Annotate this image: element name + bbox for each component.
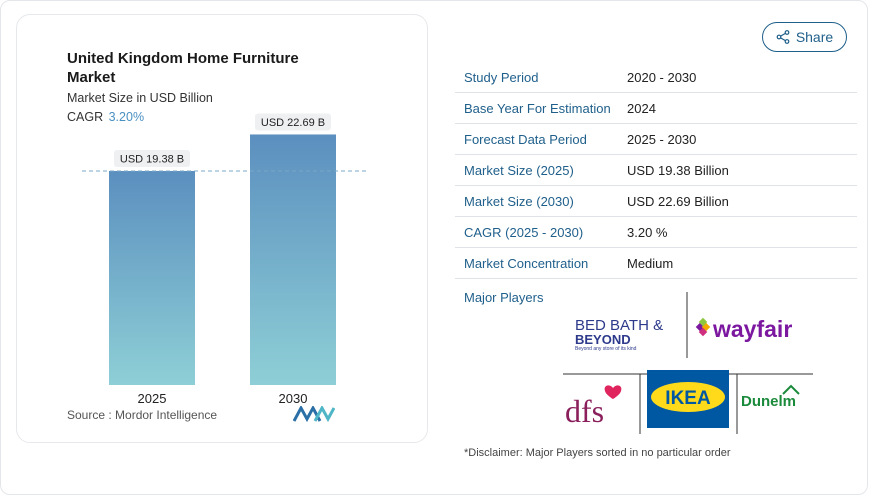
info-value: 2024 <box>627 100 656 116</box>
info-value: Medium <box>627 255 674 271</box>
major-players-label: Major Players <box>464 290 544 305</box>
bed-bath-beyond-logo: BED BATH & BEYOND Beyond any store of it… <box>575 317 663 352</box>
dfs-text: dfs <box>565 393 604 429</box>
chart-subtitle: Market Size in USD Billion <box>67 91 213 105</box>
bar-2025 <box>109 171 195 385</box>
ikea-logo: IKEA <box>647 370 729 428</box>
info-value: 2025 - 2030 <box>627 131 697 147</box>
info-row-market-size-2025: Market Size (2025) USD 19.38 Billion <box>455 155 857 186</box>
bbb-line1: BED BATH & <box>575 317 663 334</box>
chart-cagr: CAGR 3.20% <box>67 110 144 124</box>
info-key: Market Size (2025) <box>464 162 574 178</box>
data-label-bg-2025 <box>114 150 190 168</box>
major-players-logos: BED BATH & BEYOND Beyond any store of it… <box>563 292 813 434</box>
chart-source: Source : Mordor Intelligence <box>67 408 218 422</box>
info-row-cagr: CAGR (2025 - 2030) 3.20 % <box>455 217 857 248</box>
data-label-bg-2030 <box>255 113 331 131</box>
wayfair-logo: wayfair <box>695 316 792 342</box>
chart-card <box>16 14 428 443</box>
cagr-value: 3.20% <box>108 110 145 124</box>
cagr-label: CAGR <box>67 110 104 124</box>
info-row-market-size-2030: Market Size (2030) USD 22.69 Billion <box>455 186 857 217</box>
ikea-text: IKEA <box>665 388 711 409</box>
bar-2030 <box>250 134 336 385</box>
info-value: USD 19.38 Billion <box>627 162 729 178</box>
data-label-2030: USD 22.69 B <box>261 117 325 129</box>
info-key: Base Year For Estimation <box>464 100 611 116</box>
disclaimer: *Disclaimer: Major Players sorted in no … <box>464 447 731 459</box>
info-key: Market Size (2030) <box>464 193 574 209</box>
share-icon <box>776 30 790 44</box>
info-key: CAGR (2025 - 2030) <box>464 224 584 240</box>
wayfair-text: wayfair <box>712 316 792 342</box>
mordor-logo-icon <box>293 406 335 422</box>
info-row-market-concentration: Market Concentration Medium <box>455 248 857 279</box>
info-value: 2020 - 2030 <box>627 69 697 85</box>
info-row-forecast-period: Forecast Data Period 2025 - 2030 <box>455 124 857 155</box>
info-key: Market Concentration <box>464 255 589 271</box>
data-label-2025: USD 19.38 B <box>120 154 184 166</box>
info-value: USD 22.69 Billion <box>627 193 729 209</box>
dunelm-text: Dunelm <box>741 393 796 410</box>
share-button[interactable]: Share <box>762 22 847 52</box>
dunelm-logo: Dunelm <box>741 384 800 410</box>
dfs-logo: dfs <box>565 385 622 429</box>
info-value: 3.20 % <box>627 224 668 240</box>
info-row-base-year: Base Year For Estimation 2024 <box>455 93 857 124</box>
chart-title: United Kingdom Home Furniture Market <box>67 50 299 86</box>
info-table: Study Period 2020 - 2030 Base Year For E… <box>455 62 857 279</box>
x-tick-2025: 2025 <box>138 391 167 406</box>
info-row-study-period: Study Period 2020 - 2030 <box>455 62 857 93</box>
dfs-heart-icon <box>604 385 622 399</box>
wayfair-pinwheel-icon <box>695 317 711 337</box>
bbb-tag: Beyond any store of its kind <box>575 346 637 352</box>
share-label: Share <box>795 29 834 45</box>
bbb-line2: BEYOND <box>575 332 631 347</box>
x-tick-2030: 2030 <box>279 391 308 406</box>
bar-chart: 2025 USD 19.38 B 2030 USD 22.69 B <box>82 113 368 406</box>
dunelm-roof-icon <box>782 384 800 395</box>
info-key: Forecast Data Period <box>464 131 587 147</box>
info-key: Study Period <box>464 69 539 85</box>
